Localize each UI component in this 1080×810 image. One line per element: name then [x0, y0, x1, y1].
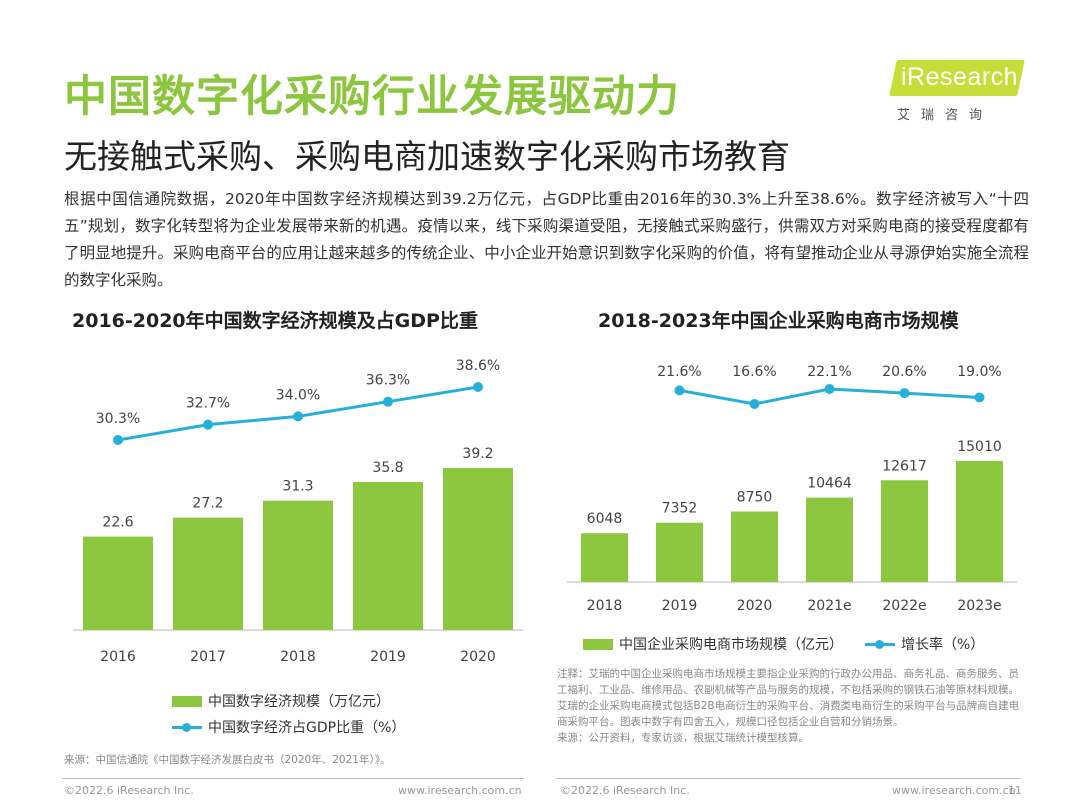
line-point [974, 392, 985, 403]
bar-value-label: 39.2 [462, 446, 493, 462]
bar [353, 482, 423, 630]
legend-line-label: 中国数字经济占GDP比重（%） [208, 720, 406, 736]
bar-value-label: 22.6 [102, 515, 133, 531]
x-tick-label: 2020 [737, 598, 773, 614]
legend-bar-swatch [172, 695, 202, 707]
line-value-label: 19.0% [957, 364, 1001, 380]
line-point [749, 399, 760, 409]
bar [806, 497, 853, 582]
bar-value-label: 7352 [662, 501, 698, 517]
legend-right: 中国企业采购电商市场规模（亿元） 增长率（%） [583, 631, 984, 657]
line-value-label: 22.1% [807, 364, 851, 380]
legend-line-swatch [172, 722, 202, 733]
bar [731, 511, 778, 582]
bar-value-label: 15010 [957, 439, 1002, 455]
bar [173, 517, 243, 630]
note-right: 注释：艾瑞的中国企业采购电商市场规模主要指企业采购的行政办公用品、商务礼品、商务… [557, 668, 1020, 744]
legend-line-label: 增长率（%） [901, 637, 985, 653]
line-value-label: 38.6% [456, 358, 500, 374]
bar [263, 500, 333, 630]
x-tick-label: 2019 [370, 649, 406, 665]
bar [83, 536, 153, 630]
line-value-label: 36.3% [366, 373, 410, 389]
bar-value-label: 6048 [587, 511, 623, 527]
line-point [473, 382, 483, 392]
line-value-label: 20.6% [882, 364, 926, 380]
x-tick-label: 2018 [587, 598, 623, 614]
line-point [899, 388, 910, 399]
line-point [824, 384, 835, 394]
line-point [383, 396, 393, 407]
x-tick-label: 2022e [882, 598, 926, 614]
page-title: 中国数字化采购行业发展驱动力 [64, 72, 680, 122]
intro-paragraph: 根据中国信通院数据，2020年中国数字经济规模达到39.2万亿元，占GDP比重由… [64, 190, 1029, 289]
x-tick-label: 2023e [957, 598, 1001, 614]
footer-url-left: www.iresearch.com.cn [398, 784, 522, 797]
legend-left: 中国数字经济规模（万亿元） 中国数字经济占GDP比重（%） [172, 688, 405, 740]
iresearch-logo: iResearch 艾瑞咨询 [889, 58, 1033, 128]
legend-item-bar: 中国企业采购电商市场规模（亿元） [583, 631, 843, 657]
footer-copyright-left: ©2022.6 iResearch Inc. [64, 784, 194, 797]
legend-item-bar: 中国数字经济规模（万亿元） [172, 688, 405, 714]
digital-economy-chart: 22.6 2016 27.2 2017 31.3 2018 35.8 2019 39.2 2020… [73, 358, 523, 665]
legend-bar-swatch [583, 638, 613, 650]
line-value-label: 32.7% [186, 396, 230, 412]
chart-title-left: 2016-2020年中国数字经济规模及占GDP比重 [72, 310, 478, 332]
bar [443, 468, 513, 630]
line-value-label: 16.6% [732, 364, 776, 380]
x-tick-label: 2019 [662, 598, 698, 614]
page-subtitle: 无接触式采购、采购电商加速数字化采购市场教育 [64, 137, 790, 176]
x-tick-label: 2018 [280, 649, 316, 665]
legend-bar-label: 中国数字经济规模（万亿元） [208, 694, 390, 710]
line-value-label: 30.3% [96, 411, 140, 427]
legend-bar-label: 中国企业采购电商市场规模（亿元） [619, 637, 843, 653]
legend-item-line: 中国数字经济占GDP比重（%） [172, 714, 405, 740]
bar-value-label: 27.2 [192, 496, 223, 512]
line-point [203, 419, 213, 430]
line-point [674, 385, 685, 396]
footer-divider-right [557, 778, 1021, 779]
bar-value-label: 8750 [737, 489, 773, 505]
bar-value-label: 35.8 [372, 460, 403, 476]
logo-text: iResearch [901, 63, 1019, 91]
x-tick-label: 2021e [807, 598, 851, 614]
chart-title-right: 2018-2023年中国企业采购电商市场规模 [598, 310, 959, 332]
logo-cn-text: 艾瑞咨询 [897, 108, 994, 123]
legend-item-line: 增长率（%） [865, 631, 984, 657]
legend-line-swatch [865, 639, 895, 650]
footer-copyright-right: ©2022.6 iResearch Inc. [560, 784, 690, 797]
source-left: 来源：中国信通院《中国数字经济发展白皮书（2020年、2021年）》。 [64, 754, 391, 766]
line-value-label: 21.6% [657, 364, 701, 380]
bar [956, 461, 1003, 582]
x-tick-label: 2016 [100, 649, 136, 665]
bar-value-label: 10464 [807, 476, 852, 492]
bar [581, 533, 628, 582]
footer-url-right: www.iresearch.com.cn [892, 784, 1016, 797]
line-value-label: 34.0% [276, 387, 320, 403]
x-tick-label: 2020 [460, 649, 496, 665]
procurement-ecommerce-chart: 6048 2018 7352 2019 8750 2020 10464 2021e 12617 2… [567, 364, 1017, 614]
bar-value-label: 12617 [882, 458, 927, 474]
x-tick-label: 2017 [190, 649, 226, 665]
footer-divider-left [62, 778, 524, 779]
bar [656, 522, 703, 582]
bar [881, 480, 928, 582]
line-point [293, 411, 303, 422]
page-number: 11 [1008, 784, 1022, 797]
line-point [113, 435, 123, 445]
bar-value-label: 31.3 [282, 479, 313, 495]
